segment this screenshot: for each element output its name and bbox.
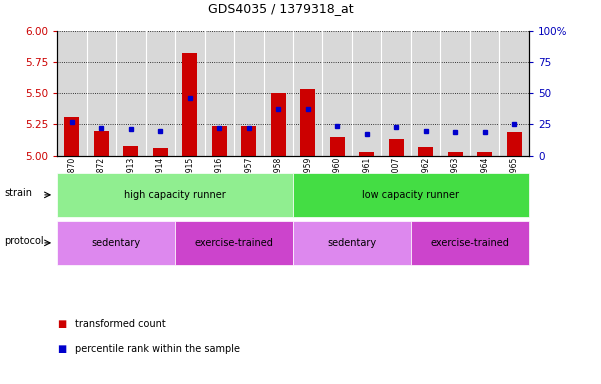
Text: exercise-trained: exercise-trained [195,238,273,248]
Bar [448,152,463,156]
Bar [153,148,168,156]
Bar [418,147,433,156]
Text: ■: ■ [57,344,66,354]
Bar [477,152,492,156]
Text: percentile rank within the sample: percentile rank within the sample [75,344,240,354]
Text: exercise-trained: exercise-trained [430,238,509,248]
Text: sedentary: sedentary [328,238,376,248]
Text: sedentary: sedentary [91,238,141,248]
Text: protocol: protocol [4,236,44,246]
Bar [64,117,79,156]
Bar [123,146,138,156]
Bar [330,137,344,156]
Bar [183,53,197,156]
Bar [242,126,256,156]
Bar [507,132,522,156]
Bar [300,89,315,156]
Bar [271,93,285,156]
Text: ■: ■ [57,319,66,329]
Bar [212,126,227,156]
Text: transformed count: transformed count [75,319,166,329]
Text: strain: strain [4,188,32,198]
Bar [389,139,403,156]
Bar [94,131,109,156]
Bar [359,152,374,156]
Text: low capacity runner: low capacity runner [362,190,459,200]
Text: high capacity runner: high capacity runner [124,190,226,200]
Text: GDS4035 / 1379318_at: GDS4035 / 1379318_at [208,2,354,15]
